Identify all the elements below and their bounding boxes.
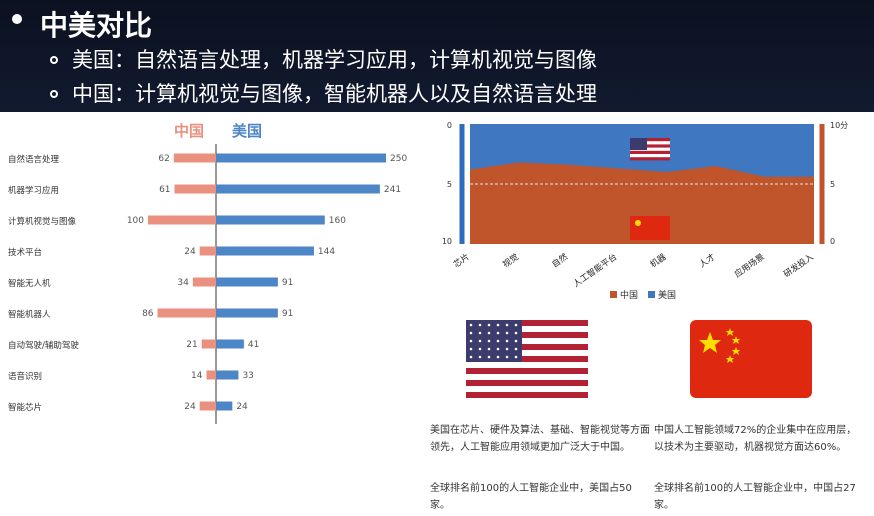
bar-china [192,277,216,287]
category-label: 智能芯片 [8,402,42,413]
legend-china: 中国 [174,122,204,140]
value-label-china: 100 [127,216,144,226]
cn-flag-small [630,216,670,240]
bar-usa [216,339,244,349]
x-tick-label: 人才 [697,251,717,270]
slide-title: 中美对比 [40,9,153,42]
point-cn: 中国：计算机视觉与图像，智能机器人以及自然语言处理 [72,82,597,106]
value-label-usa: 24 [236,402,248,412]
value-label-china: 86 [142,309,154,319]
category-label: 语音识别 [8,371,42,382]
x-tick-label: 自然 [550,251,571,270]
legend-swatch-china [610,291,617,298]
us-summary-text: 美国在芯片、硬件及算法、基础、智能视觉等方面领先，人工智能应用领域更加广泛大于中… [430,425,650,453]
value-label-usa: 160 [329,216,346,226]
bar-china [174,184,216,194]
bar-china [206,370,216,380]
bar-china [173,153,216,163]
bar-usa [216,184,380,194]
x-tick-label: 人工智能平台 [571,251,619,289]
value-label-usa: 33 [242,371,253,381]
cn-summary-text-2: 全球排名前100的人工智能企业中，中国占27家。 [654,483,856,511]
us-summary-text-2: 全球排名前100的人工智能企业中，美国占50家。 [430,483,632,511]
value-label-china: 61 [159,185,170,195]
bar-china [201,339,216,349]
category-label: 技术平台 [8,247,42,258]
category-label: 自动驾驶/辅助驾驶 [8,340,79,351]
value-label-china: 14 [191,371,203,381]
bar-usa [216,370,239,380]
value-label-china: 62 [158,154,169,164]
us-flag-small [630,138,670,161]
bar-usa [216,153,386,163]
x-tick-label: 应用场景 [732,251,766,280]
bar-china [199,246,216,256]
value-label-usa: 250 [390,154,407,164]
area-china [470,162,814,244]
bar-china [148,215,216,225]
left-axis-tick: 0 [447,121,452,130]
right-axis-tick: 5 [830,180,835,189]
legend-label-usa: 美国 [658,289,676,301]
bar-china [199,401,216,411]
legend-usa: 美国 [232,122,262,140]
left-axis-tick: 5 [447,180,452,189]
x-tick-label: 芯片 [451,251,471,270]
value-label-china: 24 [184,247,196,257]
category-label: 智能机器人 [8,309,51,320]
value-label-usa: 144 [318,247,335,257]
bar-usa [216,246,314,256]
value-label-usa: 91 [282,309,293,319]
bar-usa [216,277,278,287]
value-label-china: 34 [177,278,189,288]
category-label: 智能无人机 [8,278,51,289]
category-label: 自然语言处理 [8,154,60,165]
bar-usa [216,308,278,318]
point-us: 美国：自然语言处理，机器学习应用，计算机视觉与图像 [72,48,597,72]
point-bullet [50,56,58,64]
value-label-china: 21 [186,340,197,350]
right-axis-tick: 0 [830,237,835,246]
value-label-usa: 241 [384,185,401,195]
category-label: 计算机视觉与图像 [8,216,77,227]
value-label-china: 24 [184,402,196,412]
bar-usa [216,215,325,225]
us-flag-image [466,320,588,398]
category-label: 机器学习应用 [8,185,59,196]
title-bullet [12,14,22,24]
slide-header: 中美对比 美国：自然语言处理，机器学习应用，计算机视觉与图像 中国：计算机视觉与… [0,0,874,112]
value-label-usa: 91 [282,278,293,288]
x-tick-label: 机器 [648,251,669,270]
right-axis-tick: 10分 [830,121,848,130]
legend-swatch-usa [648,291,655,298]
bar-china [157,308,216,318]
left-axis-tick: 10 [442,237,452,246]
x-tick-label: 研发投入 [782,251,817,280]
x-tick-label: 视觉 [501,251,522,270]
china-flag-image [690,320,812,398]
cn-summary-text: 中国人工智能领域72%的企业集中在应用层，以技术为主要驱动，机器视觉方面达60%… [654,425,857,453]
bar-usa [216,401,233,411]
point-bullet [50,90,58,98]
legend-label-china: 中国 [620,289,638,301]
value-label-usa: 41 [248,340,259,350]
